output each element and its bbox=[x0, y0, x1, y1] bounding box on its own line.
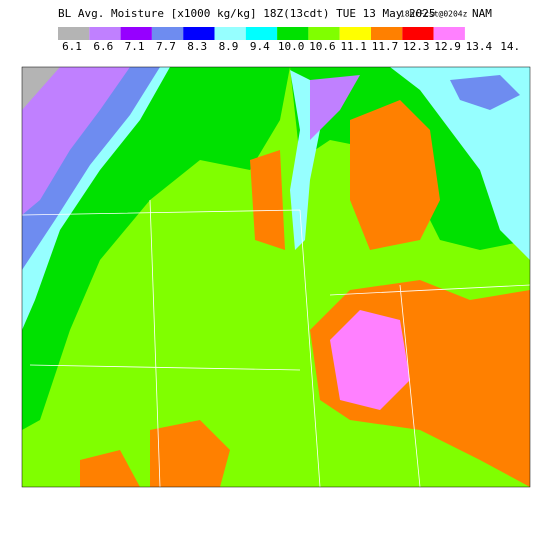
legend-label: 14. bbox=[500, 40, 520, 53]
legend-swatch bbox=[402, 27, 434, 40]
legend-swatch bbox=[308, 27, 340, 40]
legend-label: 9.4 bbox=[250, 40, 270, 53]
legend-label: 8.9 bbox=[219, 40, 239, 53]
legend-label: 12.3 bbox=[403, 40, 430, 53]
legend: 6.1 6.6 7.1 7.7 8.3 8.9 9.4 10.0 10.6 11.1 11.7 12.… bbox=[58, 27, 520, 53]
legend-label: 8.3 bbox=[187, 40, 207, 53]
title: BL Avg. Moisture [x1000 kg/kg] 18Z(13cdt… bbox=[58, 7, 436, 20]
legend-label: 11.7 bbox=[372, 40, 399, 53]
legend-swatch bbox=[58, 27, 90, 40]
legend-swatch bbox=[339, 27, 371, 40]
legend-swatch bbox=[89, 27, 121, 40]
model-label: NAM bbox=[472, 7, 492, 20]
legend-swatch bbox=[120, 27, 152, 40]
forecast-label: 18hrFcst@0204z bbox=[400, 10, 468, 19]
legend-swatch bbox=[183, 27, 215, 40]
legend-label: 6.6 bbox=[93, 40, 113, 53]
legend-label: 11.1 bbox=[340, 40, 367, 53]
moisture-field bbox=[21, 66, 531, 488]
legend-swatch bbox=[371, 27, 403, 40]
legend-label: 7.7 bbox=[156, 40, 176, 53]
legend-label: 10.6 bbox=[309, 40, 336, 53]
legend-swatch bbox=[277, 27, 309, 40]
legend-label: 13.4 bbox=[466, 40, 493, 53]
legend-label: 12.9 bbox=[434, 40, 461, 53]
legend-swatch bbox=[214, 27, 246, 40]
legend-swatch bbox=[245, 27, 278, 40]
legend-swatch bbox=[433, 27, 465, 40]
legend-swatch bbox=[151, 27, 184, 40]
legend-label: 10.0 bbox=[278, 40, 305, 53]
legend-label: 7.1 bbox=[125, 40, 145, 53]
legend-label: 6.1 bbox=[62, 40, 82, 53]
